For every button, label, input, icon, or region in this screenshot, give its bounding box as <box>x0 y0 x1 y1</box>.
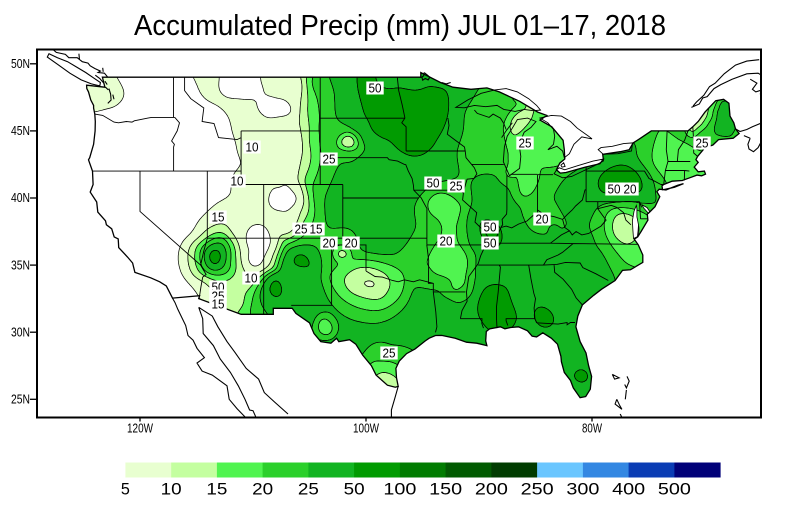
svg-text:25: 25 <box>323 153 336 167</box>
svg-text:50N: 50N <box>11 57 30 71</box>
svg-text:50: 50 <box>484 221 497 235</box>
svg-text:15: 15 <box>212 211 225 225</box>
svg-text:50: 50 <box>427 177 440 191</box>
svg-text:120W: 120W <box>127 422 153 436</box>
svg-text:20: 20 <box>536 213 549 227</box>
svg-text:80W: 80W <box>582 422 602 436</box>
svg-text:35N: 35N <box>11 258 30 272</box>
svg-text:250: 250 <box>521 481 554 499</box>
svg-text:15: 15 <box>310 223 323 237</box>
svg-text:500: 500 <box>658 481 691 499</box>
svg-text:20: 20 <box>624 183 637 197</box>
svg-text:50: 50 <box>484 237 497 251</box>
svg-text:25: 25 <box>519 137 532 151</box>
svg-text:5: 5 <box>121 481 130 499</box>
svg-text:25: 25 <box>295 223 308 237</box>
svg-text:20: 20 <box>323 237 336 251</box>
svg-text:20: 20 <box>440 235 453 249</box>
svg-text:10: 10 <box>246 141 259 155</box>
svg-text:200: 200 <box>475 481 508 499</box>
svg-text:100W: 100W <box>353 422 379 436</box>
svg-text:10: 10 <box>245 272 258 286</box>
svg-text:10: 10 <box>231 175 244 189</box>
svg-text:400: 400 <box>612 481 645 499</box>
svg-text:25N: 25N <box>11 393 30 407</box>
svg-text:25: 25 <box>696 137 709 151</box>
svg-text:25: 25 <box>450 180 463 194</box>
svg-text:50: 50 <box>608 183 621 197</box>
svg-text:40N: 40N <box>11 191 30 205</box>
svg-text:20: 20 <box>252 481 273 499</box>
svg-text:25: 25 <box>298 481 319 499</box>
svg-text:45N: 45N <box>11 124 30 138</box>
svg-text:25: 25 <box>383 347 396 361</box>
svg-text:50: 50 <box>369 82 382 96</box>
svg-text:15: 15 <box>212 298 225 312</box>
svg-text:100: 100 <box>383 481 416 499</box>
svg-text:30N: 30N <box>11 325 30 339</box>
svg-text:Accumulated Precip (mm) JUL 01: Accumulated Precip (mm) JUL 01–17, 2018 <box>134 10 666 42</box>
svg-text:300: 300 <box>566 481 599 499</box>
svg-text:15: 15 <box>206 481 227 499</box>
svg-text:50: 50 <box>344 481 365 499</box>
svg-text:150: 150 <box>429 481 462 499</box>
svg-text:10: 10 <box>161 481 182 499</box>
svg-text:20: 20 <box>345 237 358 251</box>
